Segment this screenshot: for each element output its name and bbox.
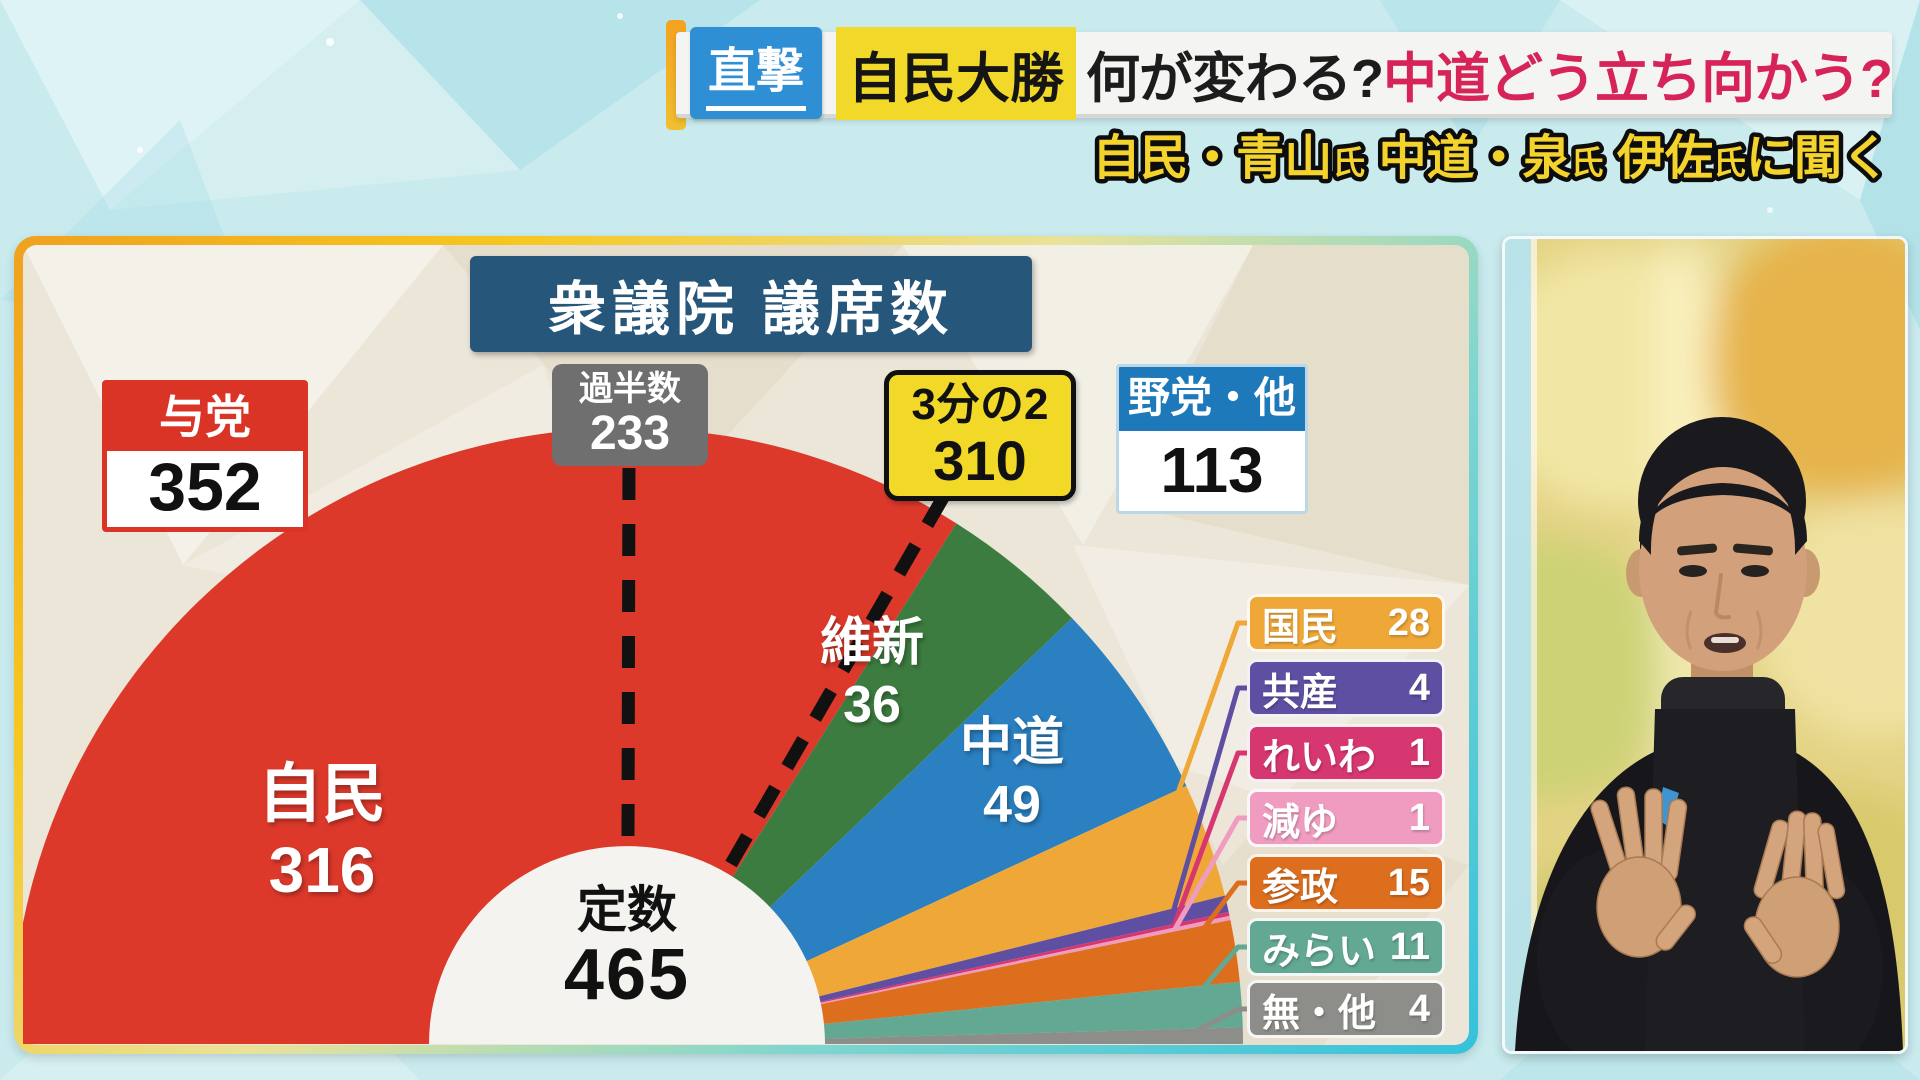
callout-line-みらい — [1184, 944, 1248, 1010]
opposition-value: 113 — [1160, 434, 1264, 506]
topic-tag: 直撃 — [690, 27, 823, 119]
total-seats-caption: 定数 — [577, 882, 677, 938]
subheading: 自民・青山氏 中道・泉氏 伊佐氏に聞く — [1088, 128, 1895, 190]
callout-line-無・他 — [1185, 1006, 1248, 1039]
party-label-減ゆ: 減ゆ 1 — [1247, 789, 1445, 847]
guest-photo — [1505, 239, 1905, 1051]
total-seats-value: 465 — [563, 935, 691, 1015]
party-label-参政: 参政 15 — [1247, 854, 1445, 912]
slice-label-維新: 維新 36 — [819, 614, 925, 734]
callout-line-減ゆ — [1172, 815, 1248, 931]
video-edge-strip — [1505, 239, 1531, 1051]
chart-inner-circle — [429, 846, 825, 1044]
majority-label: 過半数 — [579, 370, 681, 408]
majority-marker-box: 過半数 233 — [552, 364, 708, 466]
two-thirds-marker-box: 3分の2 310 — [884, 370, 1076, 501]
guest-figure — [1515, 417, 1903, 1051]
ruling-coalition-value: 352 — [148, 449, 262, 525]
total-seats-label: 定数 465 — [467, 882, 787, 1012]
marker-line-過半数 — [621, 453, 636, 837]
party-label-共産: 共産 4 — [1247, 659, 1445, 717]
guest-hands — [1590, 786, 1846, 978]
seat-chart — [23, 427, 1248, 1044]
ruling-coalition-box: 与党 352 — [102, 380, 308, 532]
two-thirds-value: 310 — [933, 429, 1027, 492]
party-label-れいわ: れいわ 1 — [1247, 724, 1445, 782]
marker-line-3分の2 — [725, 473, 961, 868]
slice-label-自民: 自民 316 — [258, 758, 386, 906]
callout-line-共産 — [1169, 685, 1248, 917]
ruling-coalition-label: 与党 — [107, 385, 303, 451]
two-thirds-label: 3分の2 — [911, 380, 1049, 429]
callout-line-参政 — [1179, 880, 1248, 961]
topic-tag-label: 直撃 — [706, 31, 807, 111]
majority-value: 233 — [589, 407, 671, 460]
callout-line-国民 — [1152, 620, 1248, 859]
guest-video-panel — [1502, 236, 1908, 1054]
headline-question-black: 何が変わる? — [1086, 48, 1384, 109]
party-label-みらい: みらい 11 — [1247, 918, 1445, 976]
callout-line-れいわ — [1171, 750, 1248, 927]
opposition-label: 野党・他 — [1119, 367, 1305, 431]
headline-emphasis: 自民大勝 — [836, 26, 1077, 120]
opposition-box: 野党・他 113 — [1116, 364, 1308, 514]
headline-bar: 直撃 自民大勝 何が変わる? 中道どう立ち向かう? — [676, 26, 1893, 120]
subheading-text: 自民・青山氏 中道・泉氏 伊佐氏に聞く — [1092, 132, 1890, 185]
chart-title: 衆議院 議席数 — [470, 256, 1032, 352]
headline-question-red: 中道どう立ち向かう? — [1383, 48, 1893, 109]
slice-label-中道: 中道 49 — [959, 714, 1065, 834]
party-label-無・他: 無・他 4 — [1247, 980, 1445, 1038]
party-label-国民: 国民 28 — [1247, 594, 1445, 652]
